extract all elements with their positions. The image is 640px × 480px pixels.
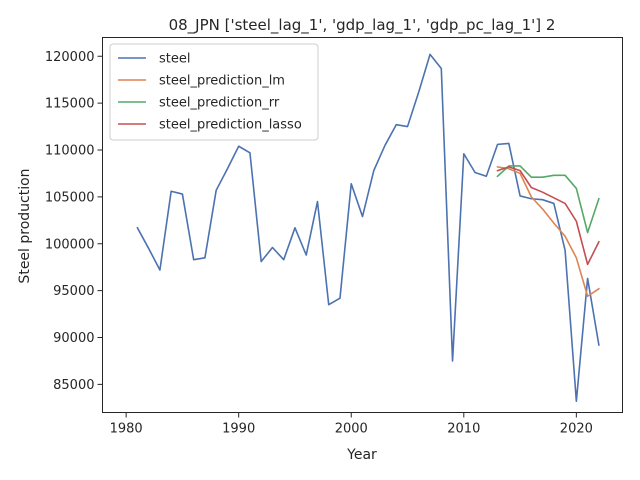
legend-label: steel_prediction_lm (159, 74, 285, 89)
series-line-steel-prediction-lm (496, 165, 600, 298)
y-tick-label: 105000 (45, 190, 95, 205)
y-tick-label: 95000 (53, 284, 94, 299)
x-tick-label: 2000 (335, 422, 368, 437)
x-axis: 1980 1990 2000 2010 2020 (110, 412, 593, 437)
x-tick-label: 2010 (447, 422, 480, 437)
chart-title: 08_JPN ['steel_lag_1', 'gdp_lag_1', 'gdp… (169, 16, 556, 35)
y-tick-label: 85000 (53, 378, 94, 393)
legend-label: steel_prediction_rr (159, 96, 280, 111)
legend-box (109, 43, 319, 141)
y-axis-label: Steel production (17, 168, 33, 283)
y-tick-label: 100000 (45, 237, 95, 252)
x-tick-label: 2020 (560, 422, 593, 437)
series-line-steel-prediction-lasso (496, 166, 600, 266)
y-tick-label: 120000 (45, 50, 95, 65)
plot-frame (102, 37, 623, 413)
y-axis: 85000 90000 95000 100000 105000 110000 115000 1… (45, 50, 103, 393)
series-line-steel-prediction-rr (496, 165, 600, 234)
legend: steel steel_prediction_lm steel_prediction… (109, 43, 319, 141)
x-tick-label: 1990 (222, 422, 255, 437)
x-axis-label: Year (346, 447, 377, 463)
y-tick-label: 90000 (53, 331, 94, 346)
y-tick-label: 115000 (45, 97, 95, 112)
x-tick-label: 1980 (110, 422, 143, 437)
plot-lines (136, 53, 600, 403)
series-line-steel (136, 53, 600, 403)
y-tick-label: 110000 (45, 144, 95, 159)
legend-label: steel (159, 52, 190, 67)
legend-label: steel_prediction_lasso (159, 118, 302, 133)
